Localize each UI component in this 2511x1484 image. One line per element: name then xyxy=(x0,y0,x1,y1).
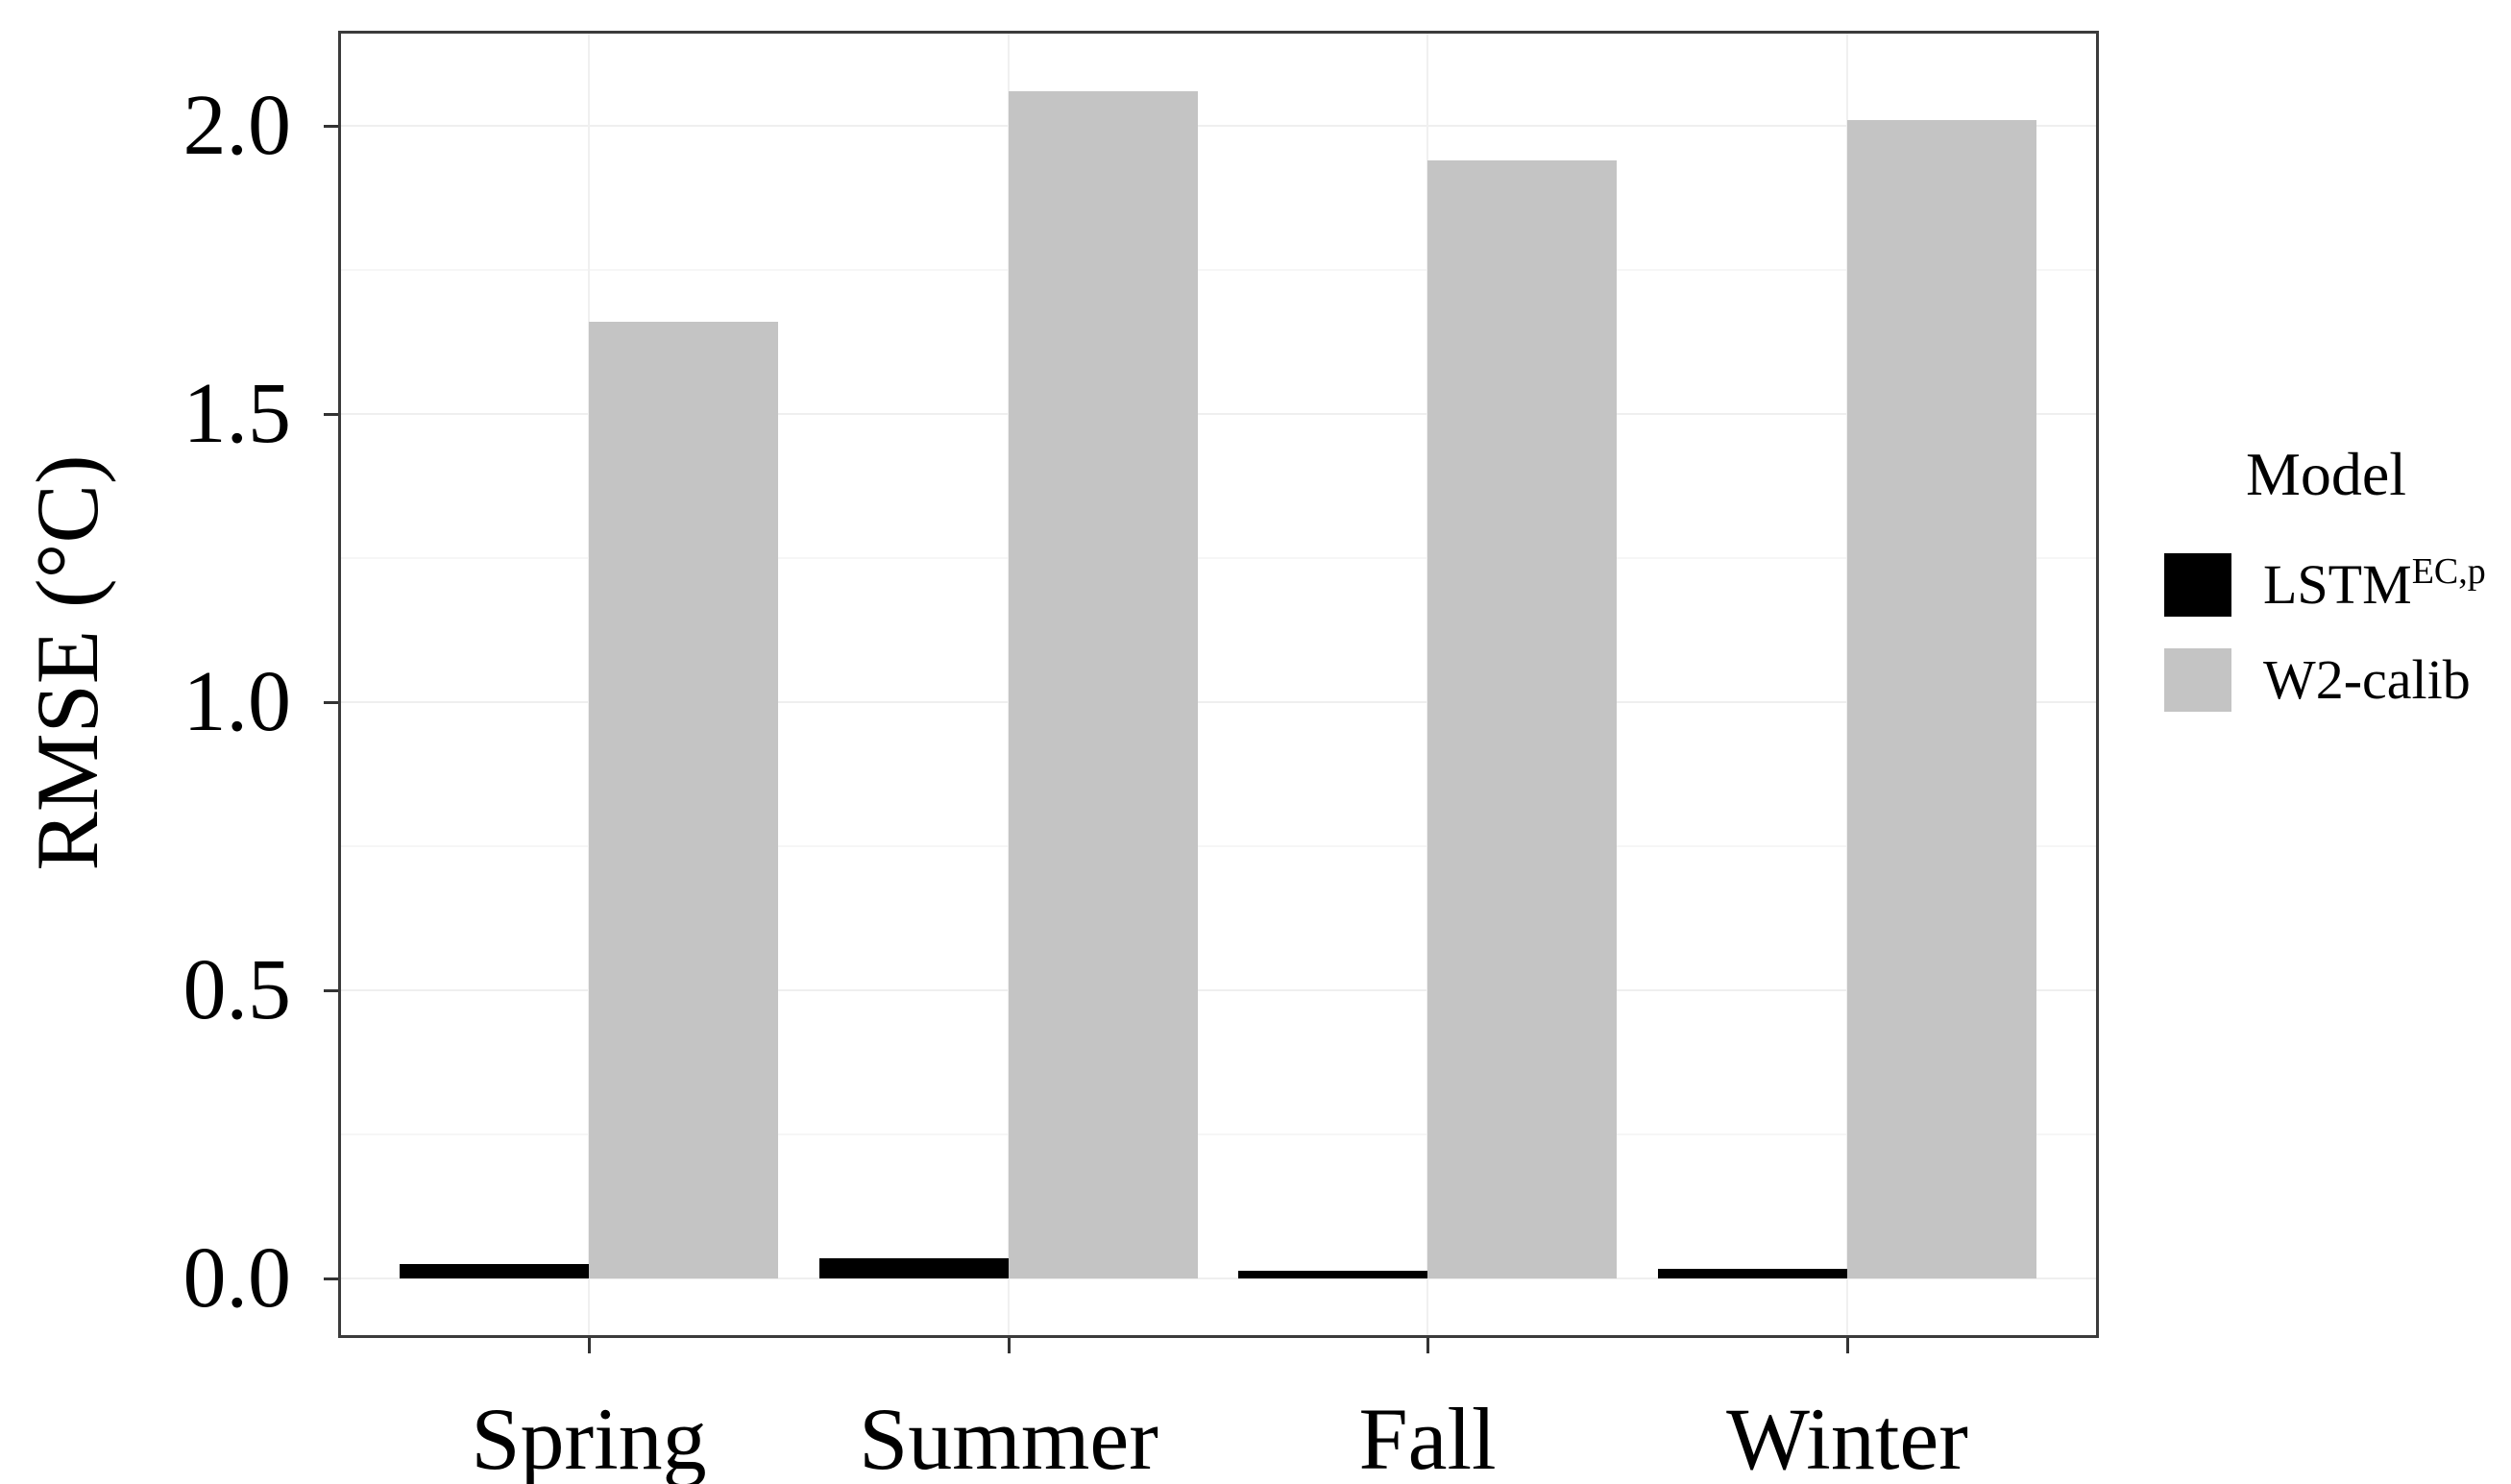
bar-winter-w2calib xyxy=(1847,120,2036,1278)
x-tick-label-fall: Fall xyxy=(1358,1390,1497,1484)
legend-label-lstm-superscript: EC,p xyxy=(2411,551,2486,593)
y-tick xyxy=(324,125,338,128)
legend-label-lstm-base: LSTM xyxy=(2263,553,2412,616)
bar-spring-w2calib xyxy=(589,322,778,1278)
y-tick-label: 2.0 xyxy=(183,78,292,173)
x-tick xyxy=(1846,1338,1849,1353)
bar-winter-lstm xyxy=(1658,1269,1847,1278)
plot-panel xyxy=(338,31,2099,1338)
legend: Model LSTMEC,p W2-calib xyxy=(2164,444,2496,742)
major-gridline xyxy=(341,125,2096,127)
x-tick-label-spring: Spring xyxy=(471,1390,707,1484)
y-tick xyxy=(324,413,338,416)
bar-spring-lstm xyxy=(400,1264,589,1278)
minor-gridline xyxy=(341,269,2096,271)
major-gridline xyxy=(341,701,2096,703)
legend-swatch-gray xyxy=(2164,648,2231,712)
minor-gridline xyxy=(341,1133,2096,1135)
y-tick xyxy=(324,1277,338,1280)
bar-fall-lstm xyxy=(1238,1271,1427,1278)
legend-label-w2calib-base: W2-calib xyxy=(2263,648,2471,711)
y-tick-label: 0.0 xyxy=(183,1230,292,1326)
legend-label-lstm: LSTMEC,p xyxy=(2263,551,2486,617)
major-gridline xyxy=(341,413,2096,415)
minor-gridline xyxy=(341,557,2096,559)
y-tick-label: 1.5 xyxy=(183,366,292,461)
bar-fall-w2calib xyxy=(1427,160,1617,1278)
x-tick-label-winter: Winter xyxy=(1726,1390,1968,1484)
x-tick xyxy=(1008,1338,1011,1353)
y-tick xyxy=(324,701,338,704)
major-gridline xyxy=(341,989,2096,991)
minor-gridline xyxy=(341,845,2096,847)
y-tick xyxy=(324,989,338,992)
legend-entry-lstm: LSTMEC,p xyxy=(2164,551,2496,617)
legend-swatch-black xyxy=(2164,553,2231,617)
x-tick xyxy=(588,1338,591,1353)
legend-title: Model xyxy=(2245,440,2407,508)
x-tick xyxy=(1426,1338,1429,1353)
y-tick-label: 0.5 xyxy=(183,942,292,1037)
legend-entry-w2calib: W2-calib xyxy=(2164,648,2496,712)
legend-label-w2calib: W2-calib xyxy=(2263,648,2471,712)
y-tick-label: 1.0 xyxy=(183,654,292,749)
x-tick-label-summer: Summer xyxy=(859,1390,1158,1484)
major-gridline xyxy=(341,1277,2096,1279)
bar-summer-lstm xyxy=(819,1258,1009,1278)
bar-summer-w2calib xyxy=(1009,91,1198,1278)
